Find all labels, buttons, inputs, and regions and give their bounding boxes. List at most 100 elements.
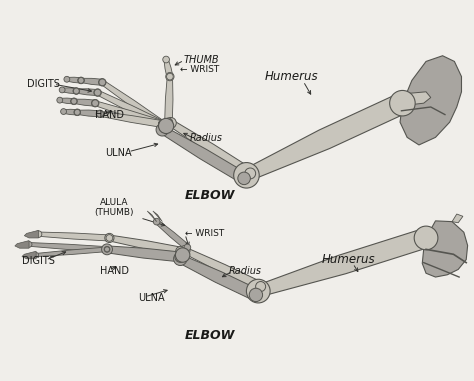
Polygon shape [178,255,259,300]
Polygon shape [109,235,181,255]
Ellipse shape [35,231,42,237]
Text: THUMB: THUMB [184,54,219,64]
Ellipse shape [173,252,187,266]
Polygon shape [15,241,29,248]
Ellipse shape [104,247,110,252]
Text: Radius: Radius [228,266,262,276]
Polygon shape [100,112,163,127]
Polygon shape [164,77,173,122]
Polygon shape [147,211,156,222]
Ellipse shape [238,172,250,185]
Polygon shape [169,120,253,177]
Polygon shape [36,247,107,257]
Ellipse shape [74,109,80,115]
Ellipse shape [64,76,70,82]
Ellipse shape [74,109,81,116]
Text: HAND: HAND [95,110,124,120]
Ellipse shape [99,78,106,86]
Ellipse shape [101,244,112,255]
Text: Humerus: Humerus [264,70,318,83]
Text: ELBOW: ELBOW [185,189,236,202]
Polygon shape [107,246,181,262]
Ellipse shape [71,98,77,104]
Ellipse shape [175,251,186,263]
Ellipse shape [106,235,113,241]
Ellipse shape [249,288,263,302]
Ellipse shape [159,120,166,128]
Ellipse shape [166,73,173,80]
Ellipse shape [164,118,173,126]
Ellipse shape [105,233,114,243]
Polygon shape [67,77,82,83]
Polygon shape [256,229,429,296]
Ellipse shape [159,120,166,128]
Text: ← WRIST: ← WRIST [180,64,219,74]
Ellipse shape [176,247,185,256]
Polygon shape [81,78,103,85]
Text: DIGITS: DIGITS [27,79,60,89]
Ellipse shape [184,244,191,251]
Polygon shape [422,221,468,277]
Polygon shape [94,101,164,127]
Ellipse shape [165,117,176,128]
Text: ALULA
(THUMB): ALULA (THUMB) [94,198,134,217]
Ellipse shape [91,99,99,107]
Polygon shape [101,80,164,126]
Polygon shape [400,56,462,145]
Ellipse shape [61,109,66,114]
Ellipse shape [78,77,84,83]
Ellipse shape [159,120,166,128]
Ellipse shape [390,90,415,116]
Polygon shape [62,88,77,94]
Polygon shape [164,59,173,77]
Ellipse shape [414,226,438,250]
Polygon shape [24,231,38,238]
Ellipse shape [105,247,109,252]
Ellipse shape [92,100,99,107]
Polygon shape [401,92,431,105]
Polygon shape [155,220,190,250]
Ellipse shape [97,110,103,117]
Ellipse shape [78,77,84,84]
Text: HAND: HAND [100,266,129,276]
Polygon shape [38,232,109,241]
Ellipse shape [99,79,106,86]
Ellipse shape [26,242,32,247]
Text: ELBOW: ELBOW [185,329,236,342]
Text: Humerus: Humerus [322,253,376,266]
Ellipse shape [153,218,160,225]
Polygon shape [64,109,77,115]
Text: ← WRIST: ← WRIST [185,229,224,238]
Ellipse shape [34,253,39,258]
Ellipse shape [71,98,77,105]
Ellipse shape [180,245,190,256]
Polygon shape [243,94,408,181]
Polygon shape [22,251,36,259]
Ellipse shape [94,89,101,96]
Ellipse shape [163,56,169,63]
Polygon shape [60,98,74,104]
Ellipse shape [175,248,190,262]
Polygon shape [183,248,263,290]
Polygon shape [153,211,162,222]
Polygon shape [452,214,463,223]
Polygon shape [160,126,247,183]
Ellipse shape [94,89,101,96]
Polygon shape [76,89,98,96]
Ellipse shape [59,87,65,93]
Polygon shape [74,99,96,106]
Ellipse shape [255,282,265,291]
Ellipse shape [73,88,79,94]
Text: Radius: Radius [190,133,223,143]
Text: DIGITS: DIGITS [22,256,55,266]
Ellipse shape [158,118,173,134]
Ellipse shape [96,110,104,118]
Ellipse shape [234,163,259,188]
Polygon shape [29,243,107,252]
Ellipse shape [156,123,169,136]
Ellipse shape [166,72,174,81]
Ellipse shape [159,120,166,128]
Text: ULNA: ULNA [105,147,131,157]
Ellipse shape [57,97,63,103]
Text: ULNA: ULNA [138,293,164,303]
